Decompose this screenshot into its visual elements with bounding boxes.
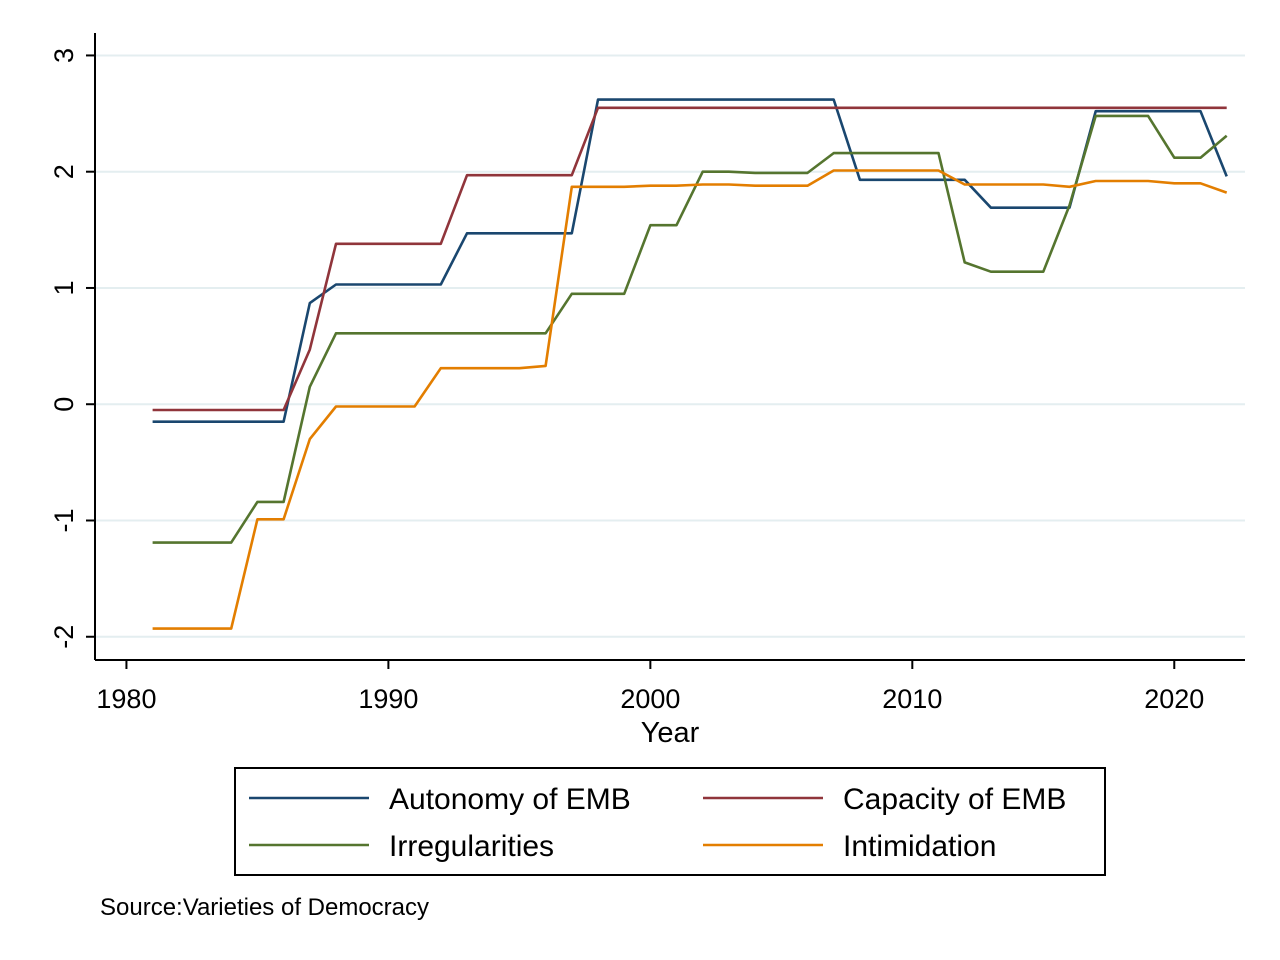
x-axis-title: Year (641, 717, 700, 749)
series-line-irregularities (152, 114, 1228, 544)
legend-label-capacity: Capacity of EMB (843, 783, 1066, 816)
y-tick-label-0: 0 (49, 397, 79, 412)
legend-label-autonomy: Autonomy of EMB (389, 783, 631, 816)
y-tick-label-1: 1 (49, 280, 79, 295)
x-tick-label-1980: 1980 (96, 684, 156, 714)
legend-label-intimidation: Intimidation (843, 830, 996, 863)
gridlines (95, 54, 1245, 638)
source-note: Source:Varieties of Democracy (100, 894, 429, 921)
x-tick-label-1990: 1990 (358, 684, 418, 714)
series-line-capacity-of-emb (152, 106, 1227, 412)
y-tick-label-2: 2 (49, 164, 79, 179)
y-tick-label--2: -2 (49, 625, 79, 649)
series-line-intimidation (152, 169, 1228, 630)
y-tick-label--1: -1 (49, 508, 79, 532)
y-tick-label-3: 3 (49, 48, 79, 63)
series-line-autonomy-of-emb (152, 98, 1228, 424)
axes: -2 -1 0 1 2 3 1980 1990 2000 2010 2020 (49, 33, 1245, 714)
series-lines (152, 98, 1228, 630)
legend-box (234, 767, 1106, 876)
legend: Autonomy of EMB Capacity of EMB Irregula… (234, 767, 1106, 876)
x-tick-label-2000: 2000 (620, 684, 680, 714)
legend-label-irregularities: Irregularities (389, 830, 554, 863)
x-tick-label-2010: 2010 (882, 684, 942, 714)
x-tick-label-2020: 2020 (1144, 684, 1204, 714)
